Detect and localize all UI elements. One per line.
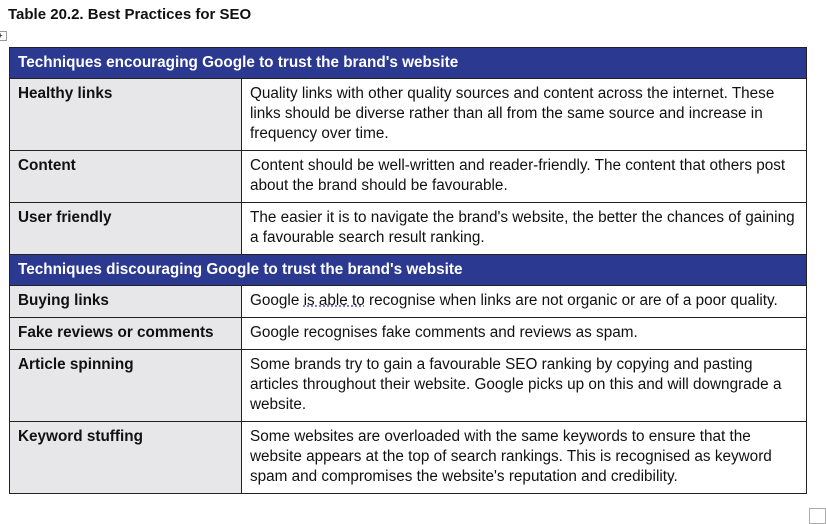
row-label: Content <box>9 150 242 203</box>
row-text: Some brands try to gain a favourable SEO… <box>241 349 807 422</box>
table-row: User friendly The easier it is to navigat… <box>9 202 807 255</box>
table-row: Article spinning Some brands try to gain … <box>9 349 807 422</box>
row-text: Google recognises fake comments and revi… <box>241 317 807 350</box>
row-text: Some websites are overloaded with the sa… <box>241 421 807 494</box>
section-header-row: Techniques encouraging Google to trust t… <box>9 47 807 79</box>
table-resize-handle[interactable] <box>809 508 826 524</box>
row-text: Content should be well-written and reade… <box>241 150 807 203</box>
row-label: Fake reviews or comments <box>9 317 242 350</box>
row-label: Keyword stuffing <box>9 421 242 494</box>
seo-table: Techniques encouraging Google to trust t… <box>9 47 807 494</box>
table-caption: Table 20.2. Best Practices for SEO <box>8 6 252 23</box>
table-row: Keyword stuffing Some websites are overlo… <box>9 421 807 494</box>
row-text: Google is able to recognise when links a… <box>241 285 807 318</box>
row-label: User friendly <box>9 202 242 255</box>
table-row: Buying links Google is able to recognise … <box>9 285 807 318</box>
row-label: Article spinning <box>9 349 242 422</box>
row-label: Buying links <box>9 285 242 318</box>
text-pre: Google <box>250 292 304 309</box>
text-post: recognise when links are not organic or … <box>364 292 778 309</box>
row-text: Quality links with other quality sources… <box>241 78 807 151</box>
table-row: Healthy links Quality links with other qu… <box>9 78 807 151</box>
row-label: Healthy links <box>9 78 242 151</box>
grammar-marked-text[interactable]: is able to <box>303 292 365 309</box>
section-heading: Techniques encouraging Google to trust t… <box>9 47 807 79</box>
table-row: Fake reviews or comments Google recognise… <box>9 317 807 350</box>
row-text: The easier it is to navigate the brand's… <box>241 202 807 255</box>
section-heading: Techniques discouraging Google to trust … <box>9 254 807 286</box>
section-header-row: Techniques discouraging Google to trust … <box>9 254 807 286</box>
table-move-handle[interactable]: + <box>0 31 7 41</box>
table-row: Content Content should be well-written an… <box>9 150 807 203</box>
